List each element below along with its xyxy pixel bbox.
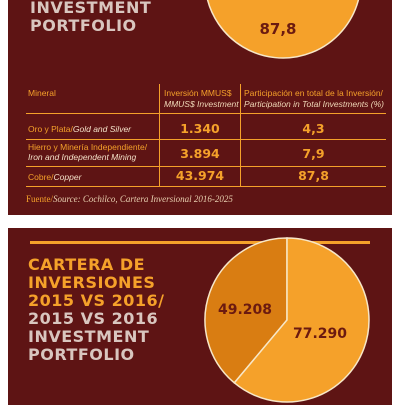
table-row-share: 4,3 bbox=[302, 121, 325, 136]
table-row-investment: 1.340 bbox=[180, 121, 220, 136]
table-row-mineral: Oro y Plata/Gold and Silver bbox=[28, 124, 132, 134]
table-column-divider bbox=[240, 84, 241, 186]
table-header-investment-en: MMUS$ Investment bbox=[164, 99, 239, 109]
table-header-mineral: Mineral bbox=[28, 88, 56, 98]
bottom-title-en-line2: INVESTMENT bbox=[28, 327, 150, 346]
table-divider bbox=[26, 139, 386, 140]
pie-label-copper: 87,8 bbox=[259, 20, 296, 38]
table-divider bbox=[26, 186, 386, 187]
table-column-divider bbox=[159, 84, 160, 186]
accent-rule bbox=[30, 241, 370, 244]
bottom-title-es-line3: 2015 VS 2016/ bbox=[28, 291, 165, 310]
bottom-title-es-line2: INVERSIONES bbox=[28, 273, 156, 292]
pie-slice-2015 bbox=[204, 237, 288, 384]
pie-label-2016: 77.290 bbox=[293, 326, 347, 342]
bottom-title-es-line1: CARTERA DE bbox=[28, 255, 146, 274]
table-row-share: 87,8 bbox=[298, 168, 329, 183]
bottom-title-en-line3: PORTFOLIO bbox=[28, 345, 135, 364]
pie-slice-2016 bbox=[233, 237, 370, 403]
bottom-title-en-line1: 2015 VS 2016 bbox=[28, 309, 159, 328]
bottom-panel: CARTERA DE INVERSIONES 2015 VS 2016/ 201… bbox=[8, 228, 392, 405]
top-title-line2: PORTFOLIO bbox=[30, 16, 137, 35]
table-row-mineral: Hierro y Minería Independiente/Iron and … bbox=[28, 142, 148, 162]
top-panel: INVESTMENT PORTFOLIO 87,8 Mineral Invers… bbox=[8, 0, 392, 215]
table-row-investment: 43.974 bbox=[175, 168, 225, 183]
table-divider bbox=[26, 166, 386, 167]
table-row-mineral: Cobre/Copper bbox=[28, 172, 82, 182]
table-row-share: 7,9 bbox=[302, 146, 325, 161]
table-row-investment: 3.894 bbox=[180, 146, 220, 161]
top-title-line1: INVESTMENT bbox=[30, 0, 152, 17]
source-note: Fuente/Source: Cochilco, Cartera Inversi… bbox=[26, 194, 233, 204]
bottom-pie-chart: 49.208 77.290 bbox=[204, 237, 370, 403]
pie-label-2015: 49.208 bbox=[218, 302, 272, 318]
top-pie-chart: 87,8 bbox=[206, 0, 360, 59]
table-header-share-es: Participación en total de la Inversión/ bbox=[244, 88, 383, 98]
pie-slice-copper bbox=[206, 0, 360, 59]
table-divider bbox=[26, 113, 386, 114]
table-header-investment-es: Inversión MMUS$ bbox=[164, 88, 232, 98]
table-header-share-en: Participation in Total Investments (%) bbox=[244, 99, 384, 109]
